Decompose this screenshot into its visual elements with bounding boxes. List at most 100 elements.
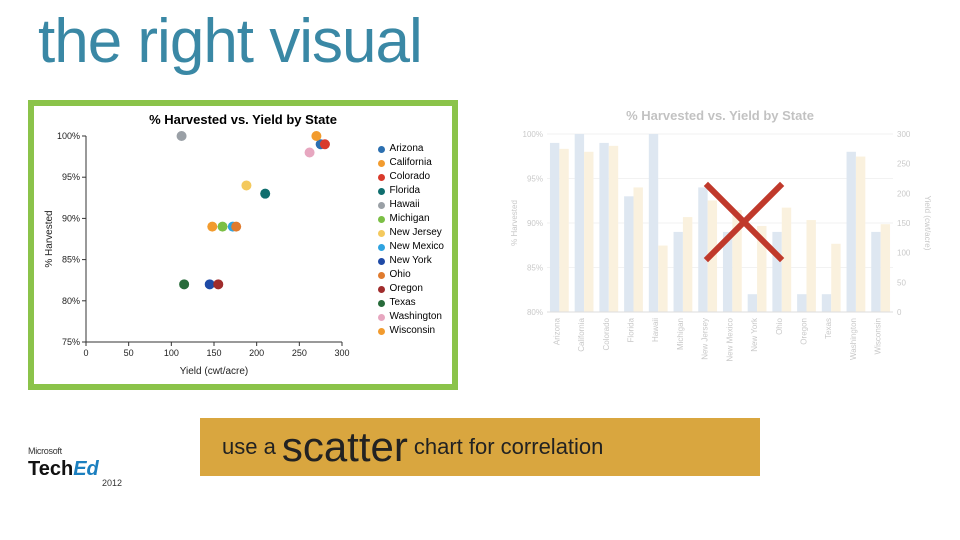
svg-text:Florida: Florida [627, 317, 636, 342]
good-chart-frame: % Harvested vs. Yield by State 75% 80% 85%… [28, 100, 458, 390]
legend-label: Michigan [390, 212, 430, 226]
svg-text:100: 100 [164, 348, 179, 358]
svg-text:300: 300 [334, 348, 349, 358]
svg-text:New York: New York [750, 317, 759, 352]
legend-label: Washington [390, 310, 442, 324]
svg-text:0: 0 [83, 348, 88, 358]
svg-text:Hawaii: Hawaii [651, 318, 660, 342]
legend-item: Arizona [378, 142, 444, 156]
legend-dot-icon [378, 146, 385, 153]
svg-text:150: 150 [206, 348, 221, 358]
svg-text:95%: 95% [62, 172, 80, 182]
legend-dot-icon [378, 188, 385, 195]
callout-text: chart for correlation [414, 434, 604, 460]
svg-text:New Mexico: New Mexico [725, 317, 734, 361]
brand-logo: TechEd [28, 458, 99, 481]
svg-text:50: 50 [124, 348, 134, 358]
svg-text:80%: 80% [527, 308, 543, 317]
slide: the right visual % Harvested vs. Yield b… [0, 0, 960, 540]
callout-bar: use a scatter chart for correlation [200, 418, 760, 476]
legend-label: California [390, 156, 432, 170]
brand-year: 2012 [102, 478, 122, 488]
callout-text: use a [222, 434, 276, 460]
legend-dot-icon [378, 174, 385, 181]
legend-item: Oregon [378, 282, 444, 296]
svg-text:Michigan: Michigan [676, 318, 685, 350]
legend-label: Ohio [390, 268, 411, 282]
legend-label: Texas [390, 296, 416, 310]
scatter-legend: ArizonaCaliforniaColoradoFloridaHawaiiMi… [378, 142, 444, 338]
svg-text:Wisconsin: Wisconsin [874, 318, 883, 354]
svg-text:0: 0 [897, 308, 902, 317]
svg-text:New Jersey: New Jersey [701, 318, 710, 360]
legend-item: New Jersey [378, 226, 444, 240]
legend-item: Washington [378, 310, 444, 324]
legend-label: Florida [390, 184, 421, 198]
legend-item: Michigan [378, 212, 444, 226]
brand-logo-em: Ed [73, 458, 99, 480]
reject-x-icon [700, 178, 788, 266]
svg-text:% Harvested: % Harvested [510, 200, 519, 246]
svg-text:Oregon: Oregon [800, 318, 809, 345]
svg-text:Texas: Texas [824, 318, 833, 339]
legend-item: Florida [378, 184, 444, 198]
legend-item: California [378, 156, 444, 170]
legend-dot-icon [378, 202, 385, 209]
legend-dot-icon [378, 244, 385, 251]
svg-text:Yield (cwt/acre): Yield (cwt/acre) [180, 366, 249, 377]
bar-chart-title: % Harvested vs. Yield by State [505, 108, 935, 123]
svg-text:300: 300 [897, 130, 911, 139]
legend-dot-icon [378, 216, 385, 223]
svg-text:250: 250 [292, 348, 307, 358]
svg-text:100: 100 [897, 249, 911, 258]
svg-text:100%: 100% [523, 130, 543, 139]
legend-dot-icon [378, 258, 385, 265]
svg-text:200: 200 [897, 189, 911, 198]
svg-text:75%: 75% [62, 337, 80, 347]
legend-item: New York [378, 254, 444, 268]
svg-text:100%: 100% [57, 131, 80, 141]
brand-company: Microsoft [28, 446, 62, 456]
svg-text:80%: 80% [62, 296, 80, 306]
svg-text:90%: 90% [62, 213, 80, 223]
legend-dot-icon [378, 300, 385, 307]
legend-label: Colorado [390, 170, 431, 184]
scatter-chart-title: % Harvested vs. Yield by State [34, 106, 452, 127]
svg-text:% Harvested: % Harvested [44, 210, 55, 267]
svg-text:250: 250 [897, 160, 911, 169]
legend-label: New Jersey [390, 226, 442, 240]
brand-logo-main: Tech [28, 458, 73, 480]
svg-text:85%: 85% [62, 255, 80, 265]
svg-text:Colorado: Colorado [602, 317, 611, 350]
svg-text:95%: 95% [527, 175, 543, 184]
legend-label: Wisconsin [390, 324, 436, 338]
legend-dot-icon [378, 272, 385, 279]
legend-label: New Mexico [390, 240, 444, 254]
svg-text:Yield (cwt/acre): Yield (cwt/acre) [923, 196, 932, 251]
legend-dot-icon [378, 328, 385, 335]
svg-text:150: 150 [897, 219, 911, 228]
legend-item: New Mexico [378, 240, 444, 254]
legend-dot-icon [378, 160, 385, 167]
svg-text:Washington: Washington [849, 318, 858, 360]
legend-label: Arizona [390, 142, 424, 156]
legend-item: Texas [378, 296, 444, 310]
legend-item: Colorado [378, 170, 444, 184]
legend-label: Oregon [390, 282, 423, 296]
svg-text:50: 50 [897, 278, 906, 287]
legend-item: Wisconsin [378, 324, 444, 338]
slide-title: the right visual [38, 6, 422, 77]
legend-dot-icon [378, 230, 385, 237]
svg-text:California: California [577, 317, 586, 351]
svg-text:Arizona: Arizona [552, 317, 561, 345]
legend-label: Hawaii [390, 198, 420, 212]
svg-text:85%: 85% [527, 264, 543, 273]
legend-dot-icon [378, 286, 385, 293]
svg-text:Ohio: Ohio [775, 317, 784, 334]
legend-item: Ohio [378, 268, 444, 282]
svg-text:200: 200 [249, 348, 264, 358]
legend-item: Hawaii [378, 198, 444, 212]
svg-text:90%: 90% [527, 219, 543, 228]
callout-emphasis: scatter [276, 423, 414, 471]
scatter-plot-area: 75% 80% 85% 90% 95% 100% 0 50 100 150 200 250 300 Yie… [40, 130, 350, 380]
